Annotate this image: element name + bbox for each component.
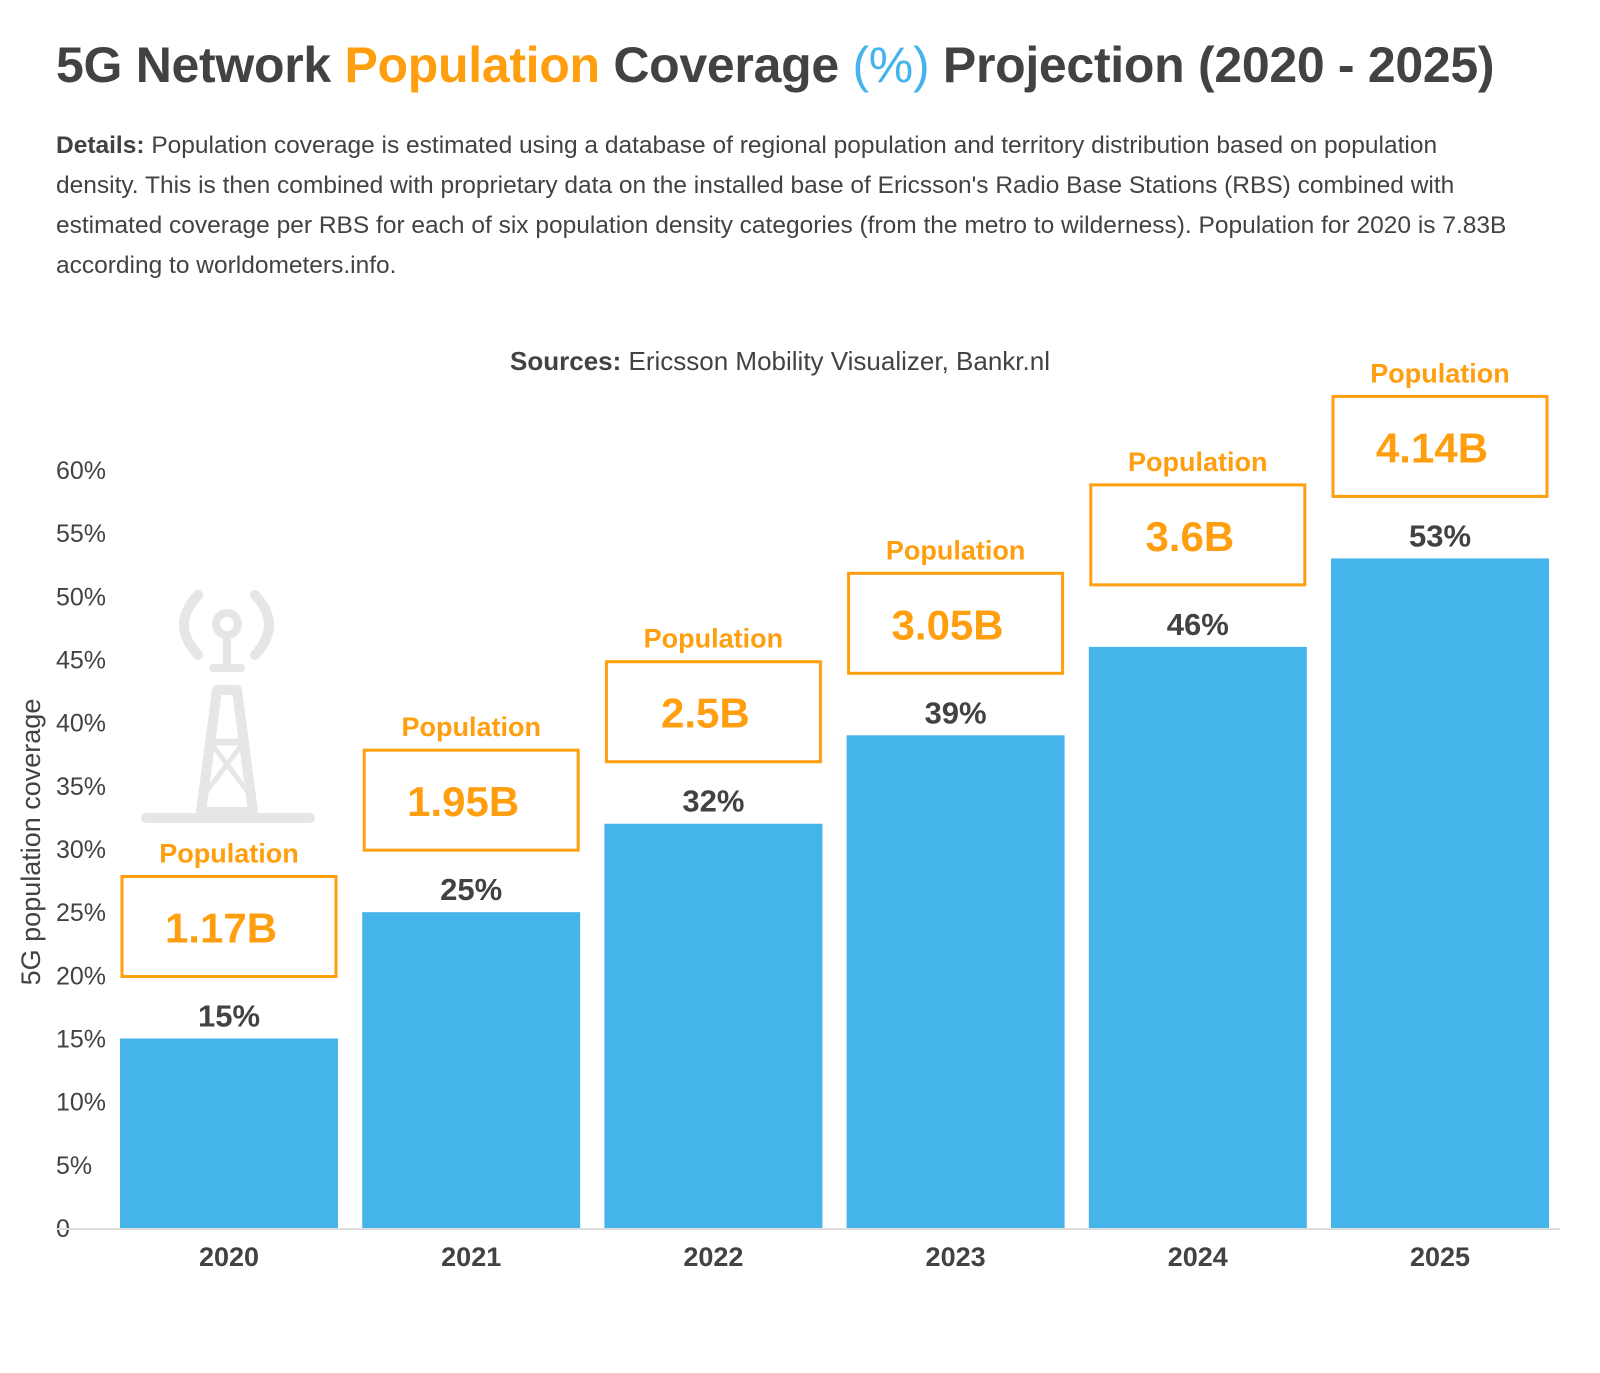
y-tick-label: 50% [56, 583, 106, 611]
population-value: 3.05B [892, 601, 1004, 648]
y-tick-label: 45% [56, 647, 106, 675]
sources-label: Sources: [510, 346, 622, 376]
population-box [847, 571, 1065, 675]
population-box [1089, 483, 1307, 587]
y-tick-label: 10% [56, 1089, 106, 1117]
population-label: Population [1370, 358, 1509, 388]
x-tick-label: 2022 [683, 1242, 743, 1272]
bar-2022 [604, 823, 823, 1228]
data-label: 46% [1167, 607, 1229, 642]
population-box [1331, 394, 1549, 498]
chart-title: 5G Network Population Coverage (%) Proje… [56, 36, 1495, 94]
population-label: Population [401, 712, 540, 742]
bar-2020 [120, 1038, 338, 1228]
sources-line: Sources: Ericsson Mobility Visualizer, B… [0, 346, 1560, 377]
population-value: 3.6B [1145, 513, 1234, 560]
population-value: 1.95B [407, 778, 519, 825]
details-paragraph: Details: Population coverage is estimate… [56, 126, 1526, 286]
title-part-3: Coverage [599, 37, 853, 93]
x-tick-label: 2023 [926, 1242, 986, 1272]
y-tick-label: 5% [56, 1152, 92, 1180]
data-label: 15% [198, 999, 260, 1034]
title-part-1: 5G Network [56, 37, 345, 93]
title-part-2: Population [344, 37, 600, 93]
radio-tower-icon [141, 590, 315, 823]
details-label: Details: [56, 132, 145, 159]
x-tick-label: 2024 [1168, 1242, 1228, 1272]
y-tick-label: 60% [56, 457, 106, 485]
y-tick-label: 35% [56, 773, 106, 801]
y-axis-label: 5G population coverage [16, 699, 46, 986]
details-text: Population coverage is estimated using a… [56, 132, 1507, 279]
population-label: Population [886, 535, 1025, 565]
population-box [604, 660, 822, 764]
y-tick-label: 40% [56, 710, 106, 738]
population-value: 1.17B [165, 905, 277, 952]
x-tick-label: 2020 [199, 1242, 259, 1272]
bar-2024 [1088, 646, 1307, 1228]
title-part-5: Projection (2020 - 2025) [929, 37, 1495, 93]
population-label: Population [159, 839, 298, 869]
y-tick-label: 55% [56, 520, 106, 548]
title-part-4: (%) [852, 37, 930, 93]
y-axis: 05%10%15%20%25%30%35%40%45%50%55%60%5G p… [16, 457, 106, 1243]
sources-text: Ericsson Mobility Visualizer, Bankr.nl [621, 346, 1050, 376]
population-box [120, 875, 338, 978]
y-tick-label: 25% [56, 899, 106, 927]
data-label: 32% [682, 784, 744, 819]
bar-series: 15% 1.17B Population 25% 1.95B Population 32% 2… [120, 358, 1549, 1228]
y-tick-label: 20% [56, 962, 106, 990]
x-tick-label: 2021 [441, 1242, 501, 1272]
bar-2023 [846, 735, 1065, 1228]
bar-2021 [362, 912, 581, 1228]
y-tick-label: 15% [56, 1026, 106, 1054]
population-value: 4.14B [1376, 424, 1488, 471]
bar-2025 [1331, 558, 1549, 1228]
population-value: 2.5B [661, 690, 750, 737]
data-label: 39% [925, 695, 987, 730]
data-label: 25% [440, 872, 502, 907]
population-label: Population [1128, 447, 1267, 477]
population-box [362, 748, 580, 852]
y-tick-label: 30% [56, 836, 106, 864]
population-label: Population [644, 624, 783, 654]
data-label: 53% [1409, 518, 1471, 553]
x-tick-label: 2025 [1410, 1242, 1470, 1272]
x-axis: 2020 2021 2022 2023 2024 2025 [56, 1228, 1560, 1272]
